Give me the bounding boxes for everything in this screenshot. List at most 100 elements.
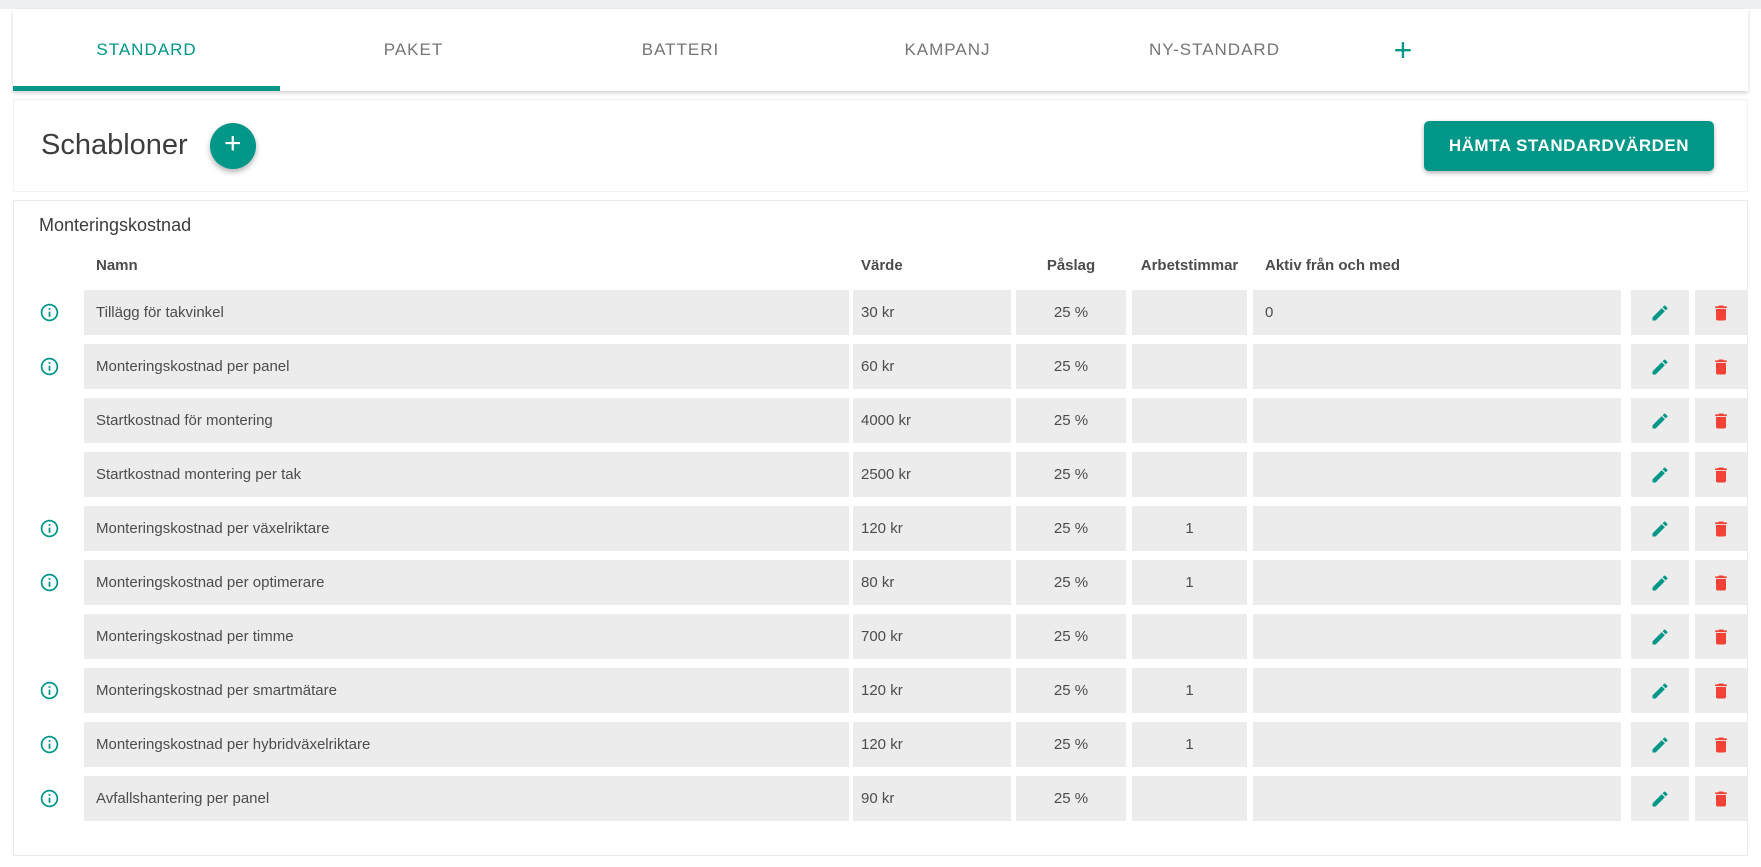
column-header-aktiv: Aktiv från och med [1265,256,1401,274]
delete-icon [1715,413,1727,428]
row-hours [1132,776,1247,821]
edit-button[interactable] [1631,614,1689,659]
delete-icon [1715,467,1727,482]
row-hours: 1 [1132,560,1247,605]
delete-icon [1715,575,1727,590]
edit-button[interactable] [1631,506,1689,551]
table-row: Monteringskostnad per timme 700 kr 25 % [14,614,1747,659]
info-icon[interactable] [39,788,60,809]
column-header-arbetstimmar: Arbetstimmar [1140,256,1239,274]
delete-button[interactable] [1695,290,1747,335]
table-row: Monteringskostnad per smartmätare 120 kr 2… [14,668,1747,713]
delete-icon [1715,629,1727,644]
fetch-defaults-button[interactable]: HÄMTA STANDARDVÄRDEN [1423,121,1714,171]
info-cell [14,614,84,659]
tab-bar: STANDARD PAKET BATTERI KAMPANJ NY-STANDARD + [13,9,1748,91]
tab-standard[interactable]: STANDARD [13,9,280,91]
row-active-from [1253,398,1621,443]
table-row: Monteringskostnad per växelriktare 120 kr… [14,506,1747,551]
row-hours: 1 [1132,506,1247,551]
delete-button[interactable] [1695,398,1747,443]
plus-icon: + [223,127,242,160]
row-hours: 1 [1132,722,1247,767]
row-hours [1132,614,1247,659]
row-name: Startkostnad för montering [84,398,849,443]
edit-icon [1652,574,1668,590]
row-name: Tillägg för takvinkel [84,290,849,335]
row-markup: 25 % [1016,452,1126,497]
row-markup: 25 % [1016,776,1126,821]
row-active-from [1253,506,1621,551]
row-hours [1132,398,1247,443]
row-value: 80 kr [853,560,1011,605]
edit-button[interactable] [1631,722,1689,767]
tab-ny-standard[interactable]: NY-STANDARD [1149,40,1280,59]
delete-icon [1715,305,1727,320]
row-name: Avfallshantering per panel [84,776,849,821]
edit-icon [1652,736,1668,752]
edit-button[interactable] [1631,452,1689,497]
table-rows: Tillägg för takvinkel 30 kr 25 % 0 Montering… [14,290,1747,821]
info-icon[interactable] [39,518,60,539]
table-row: Monteringskostnad per hybridväxelriktare… [14,722,1747,767]
table-row: Tillägg för takvinkel 30 kr 25 % 0 [14,290,1747,335]
delete-icon [1715,359,1727,374]
info-icon[interactable] [39,356,60,377]
delete-button[interactable] [1695,344,1747,389]
delete-button[interactable] [1695,776,1747,821]
info-icon[interactable] [39,680,60,701]
row-active-from [1253,560,1621,605]
row-markup: 25 % [1016,668,1126,713]
row-value: 4000 kr [853,398,1011,443]
section-title: Monteringskostnad [39,215,192,235]
row-name: Monteringskostnad per panel [84,344,849,389]
page-title: Schabloner [41,129,188,161]
row-name: Monteringskostnad per växelriktare [84,506,849,551]
row-active-from [1253,776,1621,821]
delete-button[interactable] [1695,560,1747,605]
edit-button[interactable] [1631,668,1689,713]
add-schablon-button[interactable]: + [209,122,256,169]
info-cell [14,668,84,713]
row-hours [1132,344,1247,389]
edit-icon [1652,628,1668,644]
edit-button[interactable] [1631,290,1689,335]
edit-icon [1652,466,1668,482]
table-row: Monteringskostnad per panel 60 kr 25 % [14,344,1747,389]
delete-button[interactable] [1695,668,1747,713]
table-row: Avfallshantering per panel 90 kr 25 % [14,776,1747,821]
row-value: 30 kr [853,290,1011,335]
plus-icon: + [1393,31,1413,68]
delete-button[interactable] [1695,452,1747,497]
edit-button[interactable] [1631,776,1689,821]
tab-kampanj[interactable]: KAMPANJ [904,40,991,59]
edit-button[interactable] [1631,344,1689,389]
delete-button[interactable] [1695,506,1747,551]
info-icon[interactable] [39,572,60,593]
row-active-from: 0 [1253,290,1621,335]
column-header-paslag: Påslag [1046,256,1096,274]
row-value: 2500 kr [853,452,1011,497]
row-markup: 25 % [1016,506,1126,551]
table-header-row: Namn Värde Påslag Arbetstimmar Aktiv frå… [14,252,1747,278]
add-tab-button[interactable]: + [1348,9,1458,91]
edit-icon [1652,304,1668,320]
tab-batteri[interactable]: BATTERI [641,40,720,59]
row-name: Monteringskostnad per hybridväxelriktare [84,722,849,767]
edit-button[interactable] [1631,560,1689,605]
delete-button[interactable] [1695,722,1747,767]
row-hours [1132,290,1247,335]
column-header-varde: Värde [861,256,903,274]
row-active-from [1253,668,1621,713]
delete-button[interactable] [1695,614,1747,659]
edit-button[interactable] [1631,398,1689,443]
row-active-from [1253,614,1621,659]
tab-paket[interactable]: PAKET [383,40,444,59]
info-icon[interactable] [39,734,60,755]
info-cell [14,452,84,497]
row-value: 90 kr [853,776,1011,821]
edit-icon [1652,358,1668,374]
row-active-from [1253,344,1621,389]
row-hours: 1 [1132,668,1247,713]
info-icon[interactable] [39,302,60,323]
